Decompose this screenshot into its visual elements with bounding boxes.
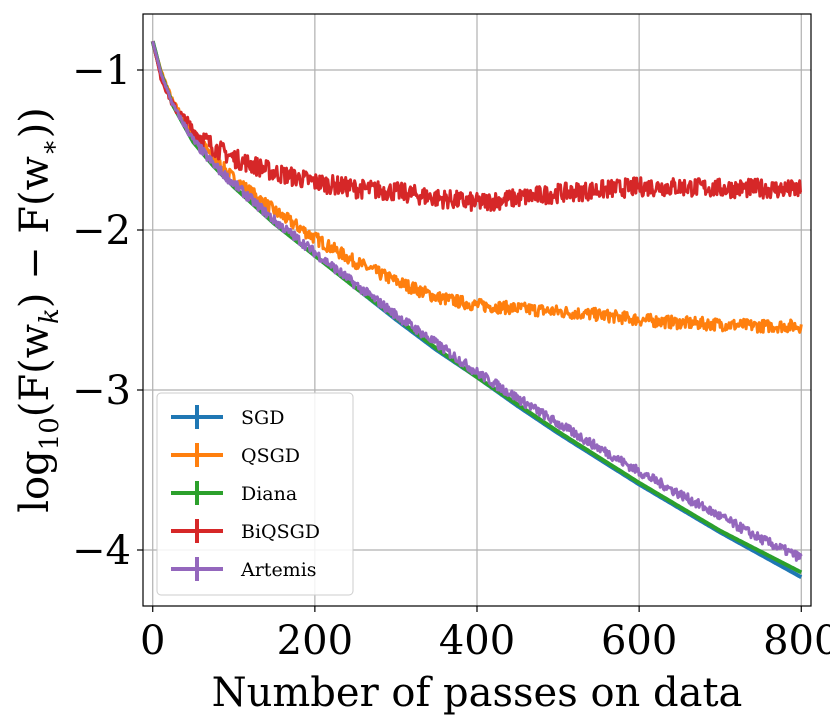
x-tick-label: 600 [601,618,677,664]
x-tick-label: 400 [439,618,515,664]
x-tick-label: 200 [277,618,353,664]
series-line-qsgd [151,40,803,334]
legend-item-diana: Diana [171,481,297,505]
series-line-artemis [151,40,803,562]
y-axis-label-mid: ) − F(w [12,156,58,308]
y-axis-ticks: −1 −2 −3 −4 [72,48,143,574]
y-axis-label-k: k [35,308,65,324]
legend-label: BiQSGD [241,521,320,543]
legend-label: QSGD [241,445,300,467]
y-tick-label: −4 [72,528,131,574]
x-axis-ticks: 0 200 400 600 800 [140,606,830,664]
legend-label: SGD [241,407,284,429]
x-tick-label: 0 [140,618,165,664]
y-axis-label-star: ∗ [35,138,65,156]
legend-item-artemis: Artemis [171,557,317,581]
y-tick-label: −1 [72,48,131,94]
y-axis-label-end: )) [12,107,58,138]
legend-item-sgd: SGD [171,405,284,429]
series-line-biqsgd [151,40,802,212]
legend-item-qsgd: QSGD [171,443,300,467]
y-axis-label-body: (F(w [12,324,58,417]
y-tick-label: −3 [72,368,131,414]
series-layer [150,40,803,579]
x-axis-label: Number of passes on data [212,670,743,716]
legend-label: Artemis [240,559,317,581]
legend: SGD QSGD Diana BiQSGD Artemis [156,392,354,596]
series-line-diana [150,40,803,575]
y-axis-label-fn: log [12,450,58,512]
legend-box [156,392,354,596]
x-tick-label: 800 [763,618,830,664]
legend-item-biqsgd: BiQSGD [171,519,320,543]
y-tick-label: −2 [72,208,131,254]
grid [143,14,811,606]
y-axis-label-sub: 10 [35,417,65,450]
legend-label: Diana [241,483,297,505]
y-axis-label: log10(F(wk) − F(w∗)) [12,107,65,513]
